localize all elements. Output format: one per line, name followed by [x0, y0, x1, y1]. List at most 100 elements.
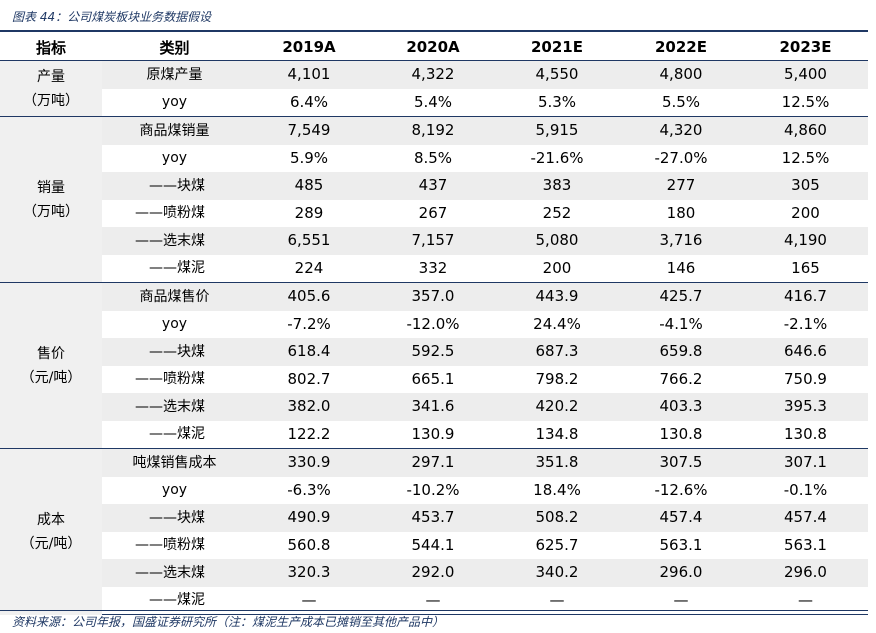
value-cell-2022e: 130.8: [659, 424, 703, 443]
value-cell-2020a: 297.1: [371, 448, 495, 477]
value-cell-2020a: 8,192: [371, 116, 495, 145]
value-cell-2022e: 296.0: [619, 559, 743, 587]
value-cell-2021e: 5.3%: [537, 92, 577, 111]
indicator-unit: （万吨）: [23, 203, 79, 220]
source-footnote: 资料来源：公司年报，国盛证券研究所（注：煤泥生产成本已摊销至其他产品中）: [12, 615, 445, 629]
value-cell-2022e: 457.4: [619, 504, 743, 532]
value-cell-2020a: 292.0: [371, 559, 495, 587]
value-cell-2021e: 18.4%: [533, 480, 581, 499]
value-cell-2021e: 420.2: [495, 393, 619, 421]
category-label: yoy: [161, 482, 188, 499]
value-cell-2019a: 6.4%: [289, 92, 329, 111]
table-row: 产量 （万吨） 原煤产量 4,101 4,322 4,550 4,800 5,400: [0, 60, 868, 117]
value-cell-2023e: 646.6: [743, 338, 868, 366]
value-cell-2023e: 563.1: [784, 535, 827, 554]
value-cell-2022e: -27.0%: [654, 148, 708, 167]
value-cell-2021e: 351.8: [495, 448, 619, 477]
table-row: ——煤泥 224 332 200 146 165: [0, 255, 868, 283]
value-cell-2019a: 485: [247, 172, 371, 200]
category-label: 吨煤销售成本: [102, 448, 247, 477]
value-cell-2022e: 4,320: [619, 116, 743, 145]
table-row: 销量 （万吨） 商品煤销量 7,549 8,192 5,915 4,320 4,860: [0, 116, 868, 283]
category-label: yoy: [161, 94, 188, 111]
table-row: ——选末煤 382.0 341.6 420.2 403.3 395.3: [0, 393, 868, 421]
category-label: ——选末煤: [102, 559, 247, 587]
indicator-name: 成本: [37, 511, 65, 528]
value-cell-2020a: 665.1: [411, 369, 455, 388]
table-row: yoy 5.9% 8.5% -21.6% -27.0% 12.5%: [0, 145, 868, 173]
value-cell-2021e: 252: [542, 203, 572, 222]
table-row: ——块煤 618.4 592.5 687.3 659.8 646.6: [0, 338, 868, 366]
value-cell-2021e: 24.4%: [533, 314, 581, 333]
value-cell-2022e: 180: [666, 203, 696, 222]
table-row: ——块煤 485 437 383 277 305: [0, 172, 868, 200]
value-cell-2023e: 296.0: [743, 559, 868, 587]
value-cell-2023e: 165: [791, 258, 820, 277]
value-cell-2020a: 267: [418, 203, 448, 222]
value-cell-2019a: 289: [294, 203, 324, 222]
value-cell-2021e: 508.2: [495, 504, 619, 532]
value-cell-2021e: 383: [495, 172, 619, 200]
value-cell-2022e: 146: [666, 258, 696, 277]
category-label: ——煤泥: [149, 260, 205, 277]
value-cell-2022e: 307.5: [619, 448, 743, 477]
category-label: ——块煤: [102, 504, 247, 532]
header-row: 指标 类别 2019A 2020A 2021E 2022E 2023E: [0, 34, 868, 61]
value-cell-2021e: 798.2: [535, 369, 579, 388]
value-cell-2020a: 8.5%: [413, 148, 453, 167]
table-row: yoy -6.3% -10.2% 18.4% -12.6% -0.1%: [0, 477, 868, 505]
category-label: ——选末煤: [102, 393, 247, 421]
value-cell-2020a: 5.4%: [413, 92, 453, 111]
header-2021e: 2021E: [495, 34, 619, 61]
value-cell-2021e: 443.9: [495, 282, 619, 311]
table-row: yoy -7.2% -12.0% 24.4% -4.1% -2.1%: [0, 311, 868, 339]
value-cell-2019a: 405.6: [247, 282, 371, 311]
value-cell-2023e: -2.1%: [783, 314, 828, 333]
value-cell-2019a: 7,549: [247, 116, 371, 145]
table-row: ——喷粉煤 289 267 252 180 200: [0, 200, 868, 228]
value-cell-2021e: -21.6%: [530, 148, 584, 167]
value-cell-2019a: -6.3%: [287, 480, 331, 499]
value-cell-2020a: 592.5: [371, 338, 495, 366]
category-label: ——选末煤: [102, 227, 247, 255]
value-cell-2023e: 5,400: [743, 60, 868, 89]
value-cell-2021e: 687.3: [495, 338, 619, 366]
value-cell-2020a: 341.6: [371, 393, 495, 421]
table-row: ——喷粉煤 560.8 544.1 625.7 563.1 563.1: [0, 532, 868, 560]
table-row: ——块煤 490.9 453.7 508.2 457.4 457.4: [0, 504, 868, 532]
table-row: yoy 6.4% 5.4% 5.3% 5.5% 12.5%: [0, 89, 868, 117]
table-row: ——煤泥 122.2 130.9 134.8 130.8 130.8: [0, 421, 868, 449]
table-row: 售价 （元/吨） 商品煤售价 405.6 357.0 443.9 425.7 416.7: [0, 282, 868, 449]
header-2020a: 2020A: [371, 34, 495, 61]
value-cell-2022e: 3,716: [619, 227, 743, 255]
category-label: yoy: [161, 150, 188, 167]
value-cell-2023e: 395.3: [743, 393, 868, 421]
footnote-rule: [0, 610, 868, 611]
value-cell-2022e: -12.6%: [654, 480, 708, 499]
value-cell-2019a: -7.2%: [287, 314, 331, 333]
indicator-cell: 产量 （万吨）: [0, 60, 102, 117]
value-cell-2020a: 332: [418, 258, 448, 277]
category-label: ——喷粉煤: [135, 537, 205, 554]
value-cell-2021e: 200: [542, 258, 572, 277]
header-2019a: 2019A: [247, 34, 371, 61]
header-2022e: 2022E: [619, 34, 743, 61]
category-label: 商品煤售价: [102, 282, 247, 311]
value-cell-2021e: 5,915: [495, 116, 619, 145]
caption-rule: [0, 30, 868, 32]
value-cell-2023e: 4,190: [743, 227, 868, 255]
value-cell-2023e: -0.1%: [783, 480, 828, 499]
indicator-name: 售价: [37, 345, 65, 362]
value-cell-2020a: 4,322: [371, 60, 495, 89]
value-cell-2020a: 357.0: [371, 282, 495, 311]
table-row: ——选末煤 320.3 292.0 340.2 296.0 296.0: [0, 559, 868, 587]
value-cell-2022e: 4,800: [619, 60, 743, 89]
value-cell-2021e: 625.7: [535, 535, 579, 554]
indicator-unit: （元/吨）: [20, 369, 82, 386]
value-cell-2023e: 307.1: [743, 448, 868, 477]
value-cell-2021e: 134.8: [535, 424, 579, 443]
table-row: 成本 （元/吨） 吨煤销售成本 330.9 297.1 351.8 307.5 307.1: [0, 448, 868, 615]
value-cell-2019a: 490.9: [247, 504, 371, 532]
table-row: ——喷粉煤 802.7 665.1 798.2 766.2 750.9: [0, 366, 868, 394]
value-cell-2022e: 403.3: [619, 393, 743, 421]
